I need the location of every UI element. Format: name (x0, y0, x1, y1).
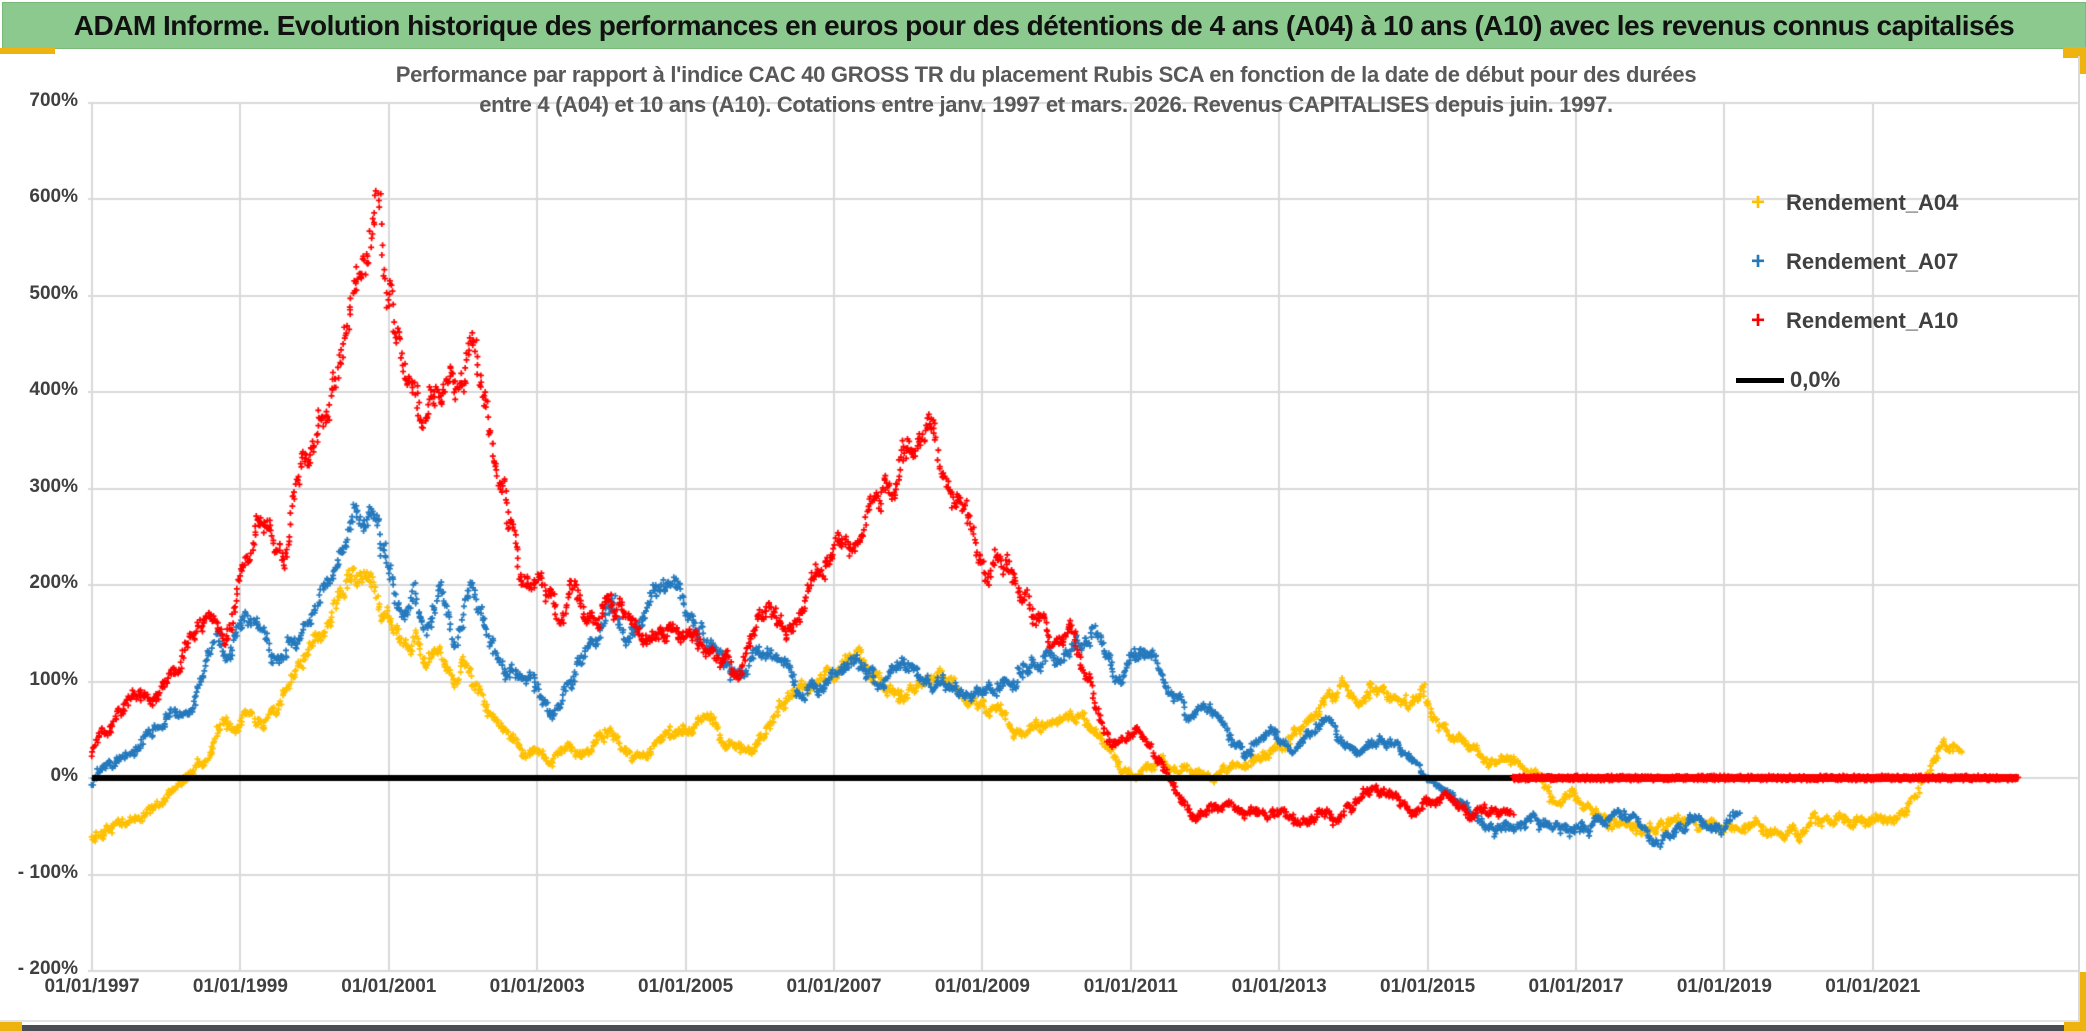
x-tick-label: 01/01/1999 (192, 976, 288, 997)
chart-title: Performance par rapport à l'indice CAC 4… (92, 60, 2000, 120)
chart-title-line1: Performance par rapport à l'indice CAC 4… (395, 62, 1697, 87)
y-tick-label: 100% (29, 668, 78, 690)
x-tick-label: 01/01/2019 (1676, 976, 1772, 997)
legend-item-rendement-a04[interactable]: + Rendement_A04 (1736, 184, 1958, 222)
chart-border-bottom (0, 1020, 2078, 1022)
legend-label: Rendement_A04 (1786, 190, 1959, 215)
banner-title: ADAM Informe. Evolution historique des p… (73, 9, 2015, 41)
y-tick-label: - 100% (17, 861, 78, 883)
bottom-bar (22, 1025, 2064, 1031)
legend-label: Rendement_A10 (1786, 308, 1959, 333)
legend-label: 0,0% (1790, 367, 1841, 392)
zero-line-swatch (1736, 377, 1784, 383)
y-tick-label: 200% (29, 572, 78, 593)
accent-bottom-left (0, 1021, 22, 1031)
plus-marker-icon: + (1750, 189, 1765, 216)
y-tick-label: 300% (29, 475, 78, 497)
y-tick-label: 400% (29, 379, 78, 400)
x-tick-label: 01/01/2009 (934, 976, 1030, 997)
x-tick-label: 01/01/2001 (341, 976, 437, 997)
y-tick-label: 600% (29, 186, 78, 207)
accent-bottom-right-h (2064, 1021, 2086, 1031)
x-tick-label: 01/01/2013 (1231, 976, 1327, 997)
plus-marker-icon: + (1750, 248, 1765, 275)
x-tick-label: 01/01/2021 (1825, 976, 1921, 997)
x-tick-label: 01/01/2015 (1380, 976, 1476, 997)
x-tick-label: 01/01/2003 (489, 976, 585, 997)
x-tick-label: 01/01/1997 (44, 976, 140, 997)
x-tick-label: 01/01/2017 (1528, 976, 1624, 997)
chart-border-right (2078, 56, 2080, 1022)
legend: + Rendement_A04 + Rendement_A07 + Rendement_A… (1736, 184, 1958, 420)
accent-top-right-h (2063, 47, 2086, 58)
legend-label: Rendement_A07 (1786, 249, 1959, 274)
accent-top-left (0, 48, 55, 54)
y-tick-label: 500% (29, 282, 78, 304)
x-tick-label: 01/01/2011 (1083, 976, 1178, 997)
y-tick-label: - 200% (17, 958, 78, 979)
accent-top-right-v (2078, 58, 2086, 74)
accent-bottom-right-v (2078, 972, 2086, 1031)
legend-item-0-0-[interactable]: 0,0% (1736, 361, 1958, 399)
x-tick-label: 01/01/2007 (786, 976, 882, 997)
x-tick-label: 01/01/2005 (638, 976, 734, 997)
y-tick-label: 700% (29, 89, 78, 111)
banner: ADAM Informe. Evolution historique des p… (2, 2, 2086, 49)
legend-item-rendement-a07[interactable]: + Rendement_A07 (1736, 243, 1958, 281)
legend-item-rendement-a10[interactable]: + Rendement_A10 (1736, 302, 1958, 340)
plus-marker-icon: + (1750, 307, 1765, 334)
y-tick-label: 0% (50, 765, 78, 786)
chart-title-line2: entre 4 (A04) et 10 ans (A10). Cotations… (479, 92, 1613, 117)
